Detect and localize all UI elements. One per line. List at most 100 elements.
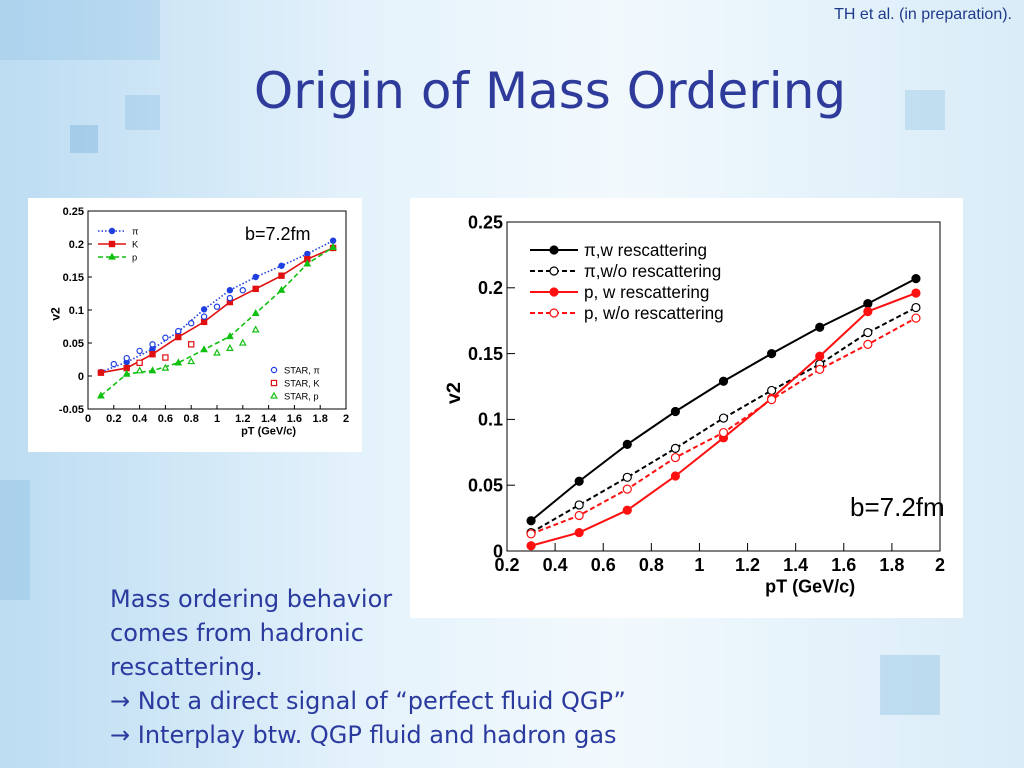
x-tick-label: 0.8 <box>184 413 199 425</box>
x-tick-label: 0.4 <box>132 413 148 425</box>
x-tick-label: 0.2 <box>494 555 519 575</box>
chart-panel: 0 0.2 0.4 0.6 0.8 1 1.2 1.4 1.6 1.8 2 -0.05 0 0.05 0.1… <box>28 198 362 452</box>
marker <box>278 272 285 279</box>
plot-frame <box>506 221 941 552</box>
marker <box>122 369 131 377</box>
marker <box>622 484 632 494</box>
marker <box>123 354 130 362</box>
legend-marker <box>270 391 278 399</box>
y-tick-label: 0.1 <box>478 410 503 430</box>
marker <box>174 358 183 366</box>
legend-label: STAR, K <box>284 379 320 389</box>
marker <box>200 306 208 313</box>
legend-marker <box>108 227 116 235</box>
y-tick-label: 0.2 <box>478 278 503 298</box>
marker <box>911 273 921 284</box>
x-tick-label: 0.6 <box>591 555 616 575</box>
marker <box>574 527 584 538</box>
marker <box>277 285 286 293</box>
y-tick-label: 0.1 <box>69 305 84 317</box>
body-line: comes from hadronic <box>110 619 364 647</box>
marker <box>97 369 105 376</box>
marker <box>574 500 584 510</box>
chart-panel: 0.2 0.4 0.6 0.8 1 1.2 1.4 1.6 1.8 2 0 0.05 0.1 0.15 0.… <box>410 198 963 618</box>
marker <box>815 322 825 332</box>
marker <box>574 510 584 521</box>
x-axis-label: pT (GeV/c) <box>241 425 296 437</box>
y-axis-label: v2 <box>48 307 62 321</box>
decoration <box>880 655 940 715</box>
marker <box>200 345 208 353</box>
y-tick-label: 0.05 <box>63 338 84 350</box>
y-tick-label: 0 <box>78 371 84 383</box>
legend-label: π,w/o rescattering <box>584 262 721 281</box>
marker <box>670 471 680 481</box>
slide-title: Origin of Mass Ordering <box>253 62 847 120</box>
marker <box>718 413 729 423</box>
marker <box>670 406 680 417</box>
y-tick-label: 0 <box>493 541 503 561</box>
marker <box>329 242 337 250</box>
annotation: b=7.2fm <box>245 224 311 244</box>
marker <box>252 285 259 293</box>
legend-marker <box>549 266 559 276</box>
x-tick-label: 0.6 <box>158 413 173 425</box>
y-axis-label: v2 <box>443 382 465 404</box>
chart: 0 0.2 0.4 0.6 0.8 1 1.2 1.4 1.6 1.8 2-0.0500.050.1… <box>48 206 349 437</box>
marker <box>226 332 234 340</box>
marker <box>278 262 285 269</box>
marker <box>226 343 234 351</box>
marker <box>135 366 144 374</box>
marker <box>226 286 234 294</box>
y-tick-label: 0.25 <box>63 206 84 218</box>
marker <box>162 354 169 361</box>
legend-label: K <box>132 240 139 250</box>
legend-label: STAR, p <box>284 392 319 402</box>
marker <box>239 286 246 294</box>
marker <box>251 325 260 333</box>
marker <box>188 341 195 348</box>
x-tick-label: 2 <box>935 555 945 575</box>
x-axis-label: pT (GeV/c) <box>765 576 855 596</box>
marker <box>162 334 169 341</box>
marker <box>238 338 247 346</box>
body-line: → Not a direct signal of “perfect fluid … <box>110 687 626 715</box>
marker <box>718 376 729 386</box>
series-line <box>100 239 334 373</box>
marker <box>622 472 632 482</box>
y-tick-label: 0.05 <box>468 476 503 496</box>
x-tick-label: 1 <box>214 413 220 425</box>
body-line: → Interplay btw. QGP fluid and hadron ga… <box>110 721 617 749</box>
body-line: rescattering. <box>110 653 263 681</box>
marker <box>187 357 196 365</box>
y-tick-label: -0.05 <box>59 404 84 416</box>
marker <box>526 529 536 539</box>
legend-marker <box>270 366 278 374</box>
x-tick-label: 1.6 <box>287 413 302 425</box>
citation: TH et al. (in preparation). <box>834 6 1012 23</box>
marker <box>213 303 221 310</box>
marker <box>718 427 729 438</box>
marker <box>175 327 182 335</box>
marker <box>97 391 105 399</box>
x-tick-label: 1.8 <box>879 555 904 575</box>
decoration <box>905 90 945 130</box>
x-tick-label: 1.6 <box>831 555 856 575</box>
legend-label: p <box>132 253 137 263</box>
marker <box>110 360 118 368</box>
x-tick-label: 1.4 <box>261 413 277 425</box>
x-tick-label: 1.2 <box>235 413 250 425</box>
marker <box>622 439 632 450</box>
marker <box>304 250 311 258</box>
legend-marker <box>270 379 278 387</box>
marker <box>149 351 156 358</box>
x-tick-label: 1.2 <box>735 555 760 575</box>
x-tick-label: 1.8 <box>313 413 328 425</box>
decoration <box>125 95 160 130</box>
marker <box>670 452 680 463</box>
marker <box>526 541 536 551</box>
x-tick-label: 0.8 <box>639 555 664 575</box>
marker <box>161 363 170 371</box>
marker <box>200 313 208 320</box>
